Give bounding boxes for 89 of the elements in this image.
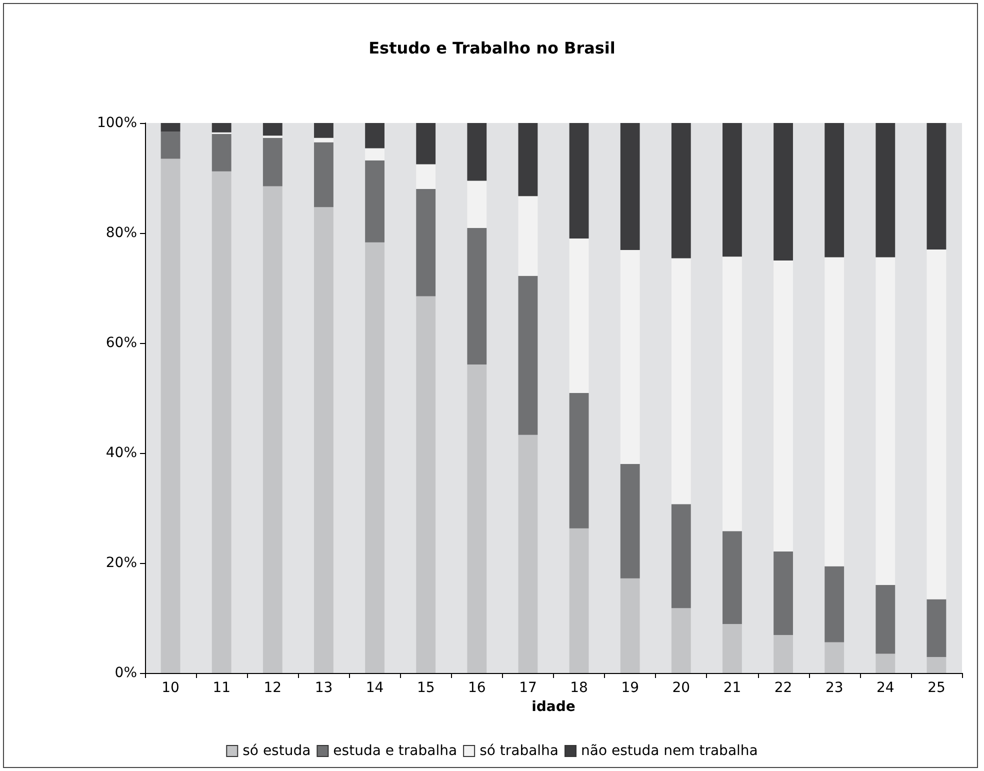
bar [314,207,334,673]
bar [365,160,384,242]
bar [722,123,742,257]
x-tick-label: 25 [928,680,946,696]
bar [824,566,844,642]
bar [926,123,946,250]
x-tick-label: 17 [519,680,537,696]
bar [876,257,896,585]
bar [774,635,793,673]
bar [212,171,232,673]
bar [671,504,691,608]
bar [262,138,282,186]
bar [569,123,589,238]
x-tick-label: 11 [212,680,231,696]
bar [876,585,896,654]
x-tick-label: 19 [621,680,640,696]
bar [569,238,589,394]
y-tick-label: 0% [114,665,137,681]
bar [467,180,487,228]
chart-title: Estudo e Trabalho no Brasil [368,38,616,58]
x-tick-label: 18 [570,680,588,696]
bar [518,196,538,276]
bar [518,123,538,196]
bar [262,186,282,673]
bar [926,250,946,600]
bar [416,164,436,189]
y-tick-label: 60% [106,335,137,351]
x-tick-label: 14 [366,680,384,696]
bar [416,189,436,296]
bar [569,393,589,528]
legend-label: só trabalha [480,743,559,759]
bar [722,531,742,624]
x-tick-label: 22 [774,680,792,696]
bar [518,276,538,435]
bar [314,123,334,138]
bar [620,123,640,250]
bar [160,158,180,673]
bar [774,260,793,552]
bar [467,228,487,364]
bar [671,123,691,258]
bar [671,258,691,504]
bar [212,134,232,172]
legend-label: só estuda [242,743,311,759]
x-tick-label: 12 [264,680,282,696]
y-tick-label: 80% [106,225,137,241]
bar [671,608,691,673]
bar [467,123,487,181]
bar [620,250,640,464]
bar [314,142,334,208]
bar [620,578,640,673]
bar [824,642,844,673]
x-tick-label: 16 [468,680,486,696]
bar [722,624,742,673]
legend-label: não estuda nem trabalha [581,743,758,759]
y-tick-label: 100% [96,115,137,131]
x-tick-label: 15 [416,680,435,696]
bar [314,138,334,142]
bar [926,599,946,658]
x-tick-label: 13 [314,680,333,696]
legend-label: estuda e trabalha [333,743,458,759]
bar [569,528,589,673]
bar [774,551,793,636]
bar [620,464,640,578]
bar [212,123,232,132]
bar [160,132,180,159]
bar [160,123,180,132]
bar [416,123,436,164]
bar [876,123,896,258]
bar [926,657,946,673]
bar [365,123,384,148]
bar [262,123,282,136]
bar [518,434,538,673]
bar [876,654,896,673]
x-axis-title: idade [532,698,576,715]
bar [774,123,793,260]
x-tick-label: 23 [825,680,844,696]
bar [416,296,436,673]
x-tick-label: 21 [723,680,742,696]
x-tick-label: 20 [672,680,690,696]
bar [824,123,844,258]
bar [365,242,384,673]
bar [824,257,844,566]
x-tick-label: 10 [162,680,180,696]
bar [467,364,487,673]
bar [722,256,742,532]
bar [365,148,384,160]
x-tick-label: 24 [876,680,894,696]
y-tick-label: 20% [106,555,137,571]
y-tick-label: 40% [106,445,137,461]
